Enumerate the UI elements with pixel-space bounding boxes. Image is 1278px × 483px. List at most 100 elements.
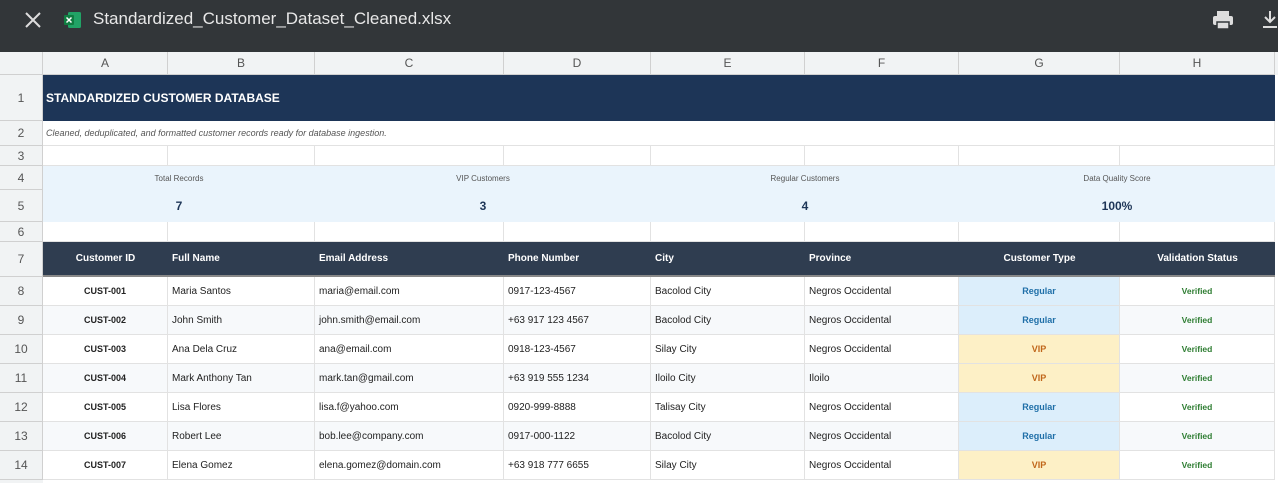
- row-header: 6: [0, 222, 43, 242]
- table-cell: 0920-999-8888: [504, 393, 651, 422]
- table-cell: Negros Occidental: [805, 306, 959, 335]
- customer-type: VIP: [959, 364, 1120, 393]
- table-cell: maria@email.com: [315, 277, 504, 306]
- customer-id: CUST-004: [43, 364, 168, 393]
- customer-type: VIP: [959, 335, 1120, 364]
- validation-status: Verified: [1120, 306, 1275, 335]
- sheet-subtitle: Cleaned, deduplicated, and formatted cus…: [43, 121, 1275, 146]
- validation-status: Verified: [1120, 451, 1275, 480]
- customer-id: CUST-003: [43, 335, 168, 364]
- row-header: 14: [0, 451, 43, 480]
- table-cell: +63 917 123 4567: [504, 306, 651, 335]
- row-header: 12: [0, 393, 43, 422]
- top-bar: Standardized_Customer_Dataset_Cleaned.xl…: [0, 0, 1278, 52]
- column-header: A: [43, 52, 168, 75]
- table-header: Email Address: [315, 242, 504, 277]
- table-cell: John Smith: [168, 306, 315, 335]
- customer-type: Regular: [959, 422, 1120, 451]
- empty-cell: [43, 146, 168, 166]
- customer-type: Regular: [959, 277, 1120, 306]
- close-button[interactable]: [24, 11, 42, 29]
- row-header: 4: [0, 166, 43, 190]
- corner-cell: [0, 52, 43, 75]
- table-cell: +63 919 555 1234: [504, 364, 651, 393]
- table-cell: Robert Lee: [168, 422, 315, 451]
- empty-cell: [43, 222, 168, 242]
- column-header-rest: [1275, 52, 1278, 75]
- column-header: E: [651, 52, 805, 75]
- table-header: Phone Number: [504, 242, 651, 277]
- empty-cell: [959, 222, 1120, 242]
- customer-type: Regular: [959, 306, 1120, 335]
- customer-id: CUST-002: [43, 306, 168, 335]
- customer-type: VIP: [959, 451, 1120, 480]
- summary-value: 3: [315, 190, 651, 222]
- table-cell: Talisay City: [651, 393, 805, 422]
- table-cell: Elena Gomez: [168, 451, 315, 480]
- table-cell: Lisa Flores: [168, 393, 315, 422]
- table-cell: Silay City: [651, 451, 805, 480]
- column-header: F: [805, 52, 959, 75]
- table-header: Customer ID: [43, 242, 168, 277]
- row-header: 11: [0, 364, 43, 393]
- row-header: 3: [0, 146, 43, 166]
- table-header: Validation Status: [1120, 242, 1275, 277]
- table-cell: lisa.f@yahoo.com: [315, 393, 504, 422]
- table-cell: 0917-000-1122: [504, 422, 651, 451]
- customer-id: CUST-006: [43, 422, 168, 451]
- download-button[interactable]: [1262, 10, 1278, 30]
- validation-status: Verified: [1120, 422, 1275, 451]
- summary-label: VIP Customers: [315, 166, 651, 190]
- table-cell: +63 918 777 6655: [504, 451, 651, 480]
- summary-label: Regular Customers: [651, 166, 959, 190]
- table-cell: Negros Occidental: [805, 422, 959, 451]
- table-cell: Bacolod City: [651, 422, 805, 451]
- empty-cell: [1120, 146, 1275, 166]
- table-cell: john.smith@email.com: [315, 306, 504, 335]
- row-header: 10: [0, 335, 43, 364]
- table-cell: 0917-123-4567: [504, 277, 651, 306]
- column-header: C: [315, 52, 504, 75]
- table-header: Province: [805, 242, 959, 277]
- customer-id: CUST-005: [43, 393, 168, 422]
- print-button[interactable]: [1212, 10, 1234, 30]
- column-header: H: [1120, 52, 1275, 75]
- table-cell: Ana Dela Cruz: [168, 335, 315, 364]
- empty-cell: [315, 146, 504, 166]
- validation-status: Verified: [1120, 335, 1275, 364]
- summary-label: Total Records: [43, 166, 315, 190]
- table-cell: Negros Occidental: [805, 277, 959, 306]
- empty-cell: [504, 146, 651, 166]
- customer-id: CUST-001: [43, 277, 168, 306]
- empty-cell: [1120, 222, 1275, 242]
- empty-cell: [651, 146, 805, 166]
- row-header: 8: [0, 277, 43, 306]
- empty-cell: [651, 222, 805, 242]
- validation-status: Verified: [1120, 393, 1275, 422]
- excel-icon: [64, 12, 81, 28]
- row-header: 5: [0, 190, 43, 222]
- summary-label: Data Quality Score: [959, 166, 1275, 190]
- table-cell: bob.lee@company.com: [315, 422, 504, 451]
- table-cell: 0918-123-4567: [504, 335, 651, 364]
- table-cell: Negros Occidental: [805, 451, 959, 480]
- empty-cell: [805, 222, 959, 242]
- table-cell: Bacolod City: [651, 277, 805, 306]
- table-cell: Iloilo: [805, 364, 959, 393]
- empty-cell: [504, 222, 651, 242]
- table-cell: Mark Anthony Tan: [168, 364, 315, 393]
- column-header: D: [504, 52, 651, 75]
- customer-type: Regular: [959, 393, 1120, 422]
- table-cell: elena.gomez@domain.com: [315, 451, 504, 480]
- row-header: 9: [0, 306, 43, 335]
- table-header: City: [651, 242, 805, 277]
- row-header-rest: [0, 480, 43, 483]
- table-cell: Negros Occidental: [805, 393, 959, 422]
- column-header: G: [959, 52, 1120, 75]
- sheet-title: STANDARDIZED CUSTOMER DATABASE: [43, 75, 1275, 121]
- empty-cell: [168, 222, 315, 242]
- table-cell: Maria Santos: [168, 277, 315, 306]
- empty-cell: [168, 146, 315, 166]
- row-header: 7: [0, 242, 43, 277]
